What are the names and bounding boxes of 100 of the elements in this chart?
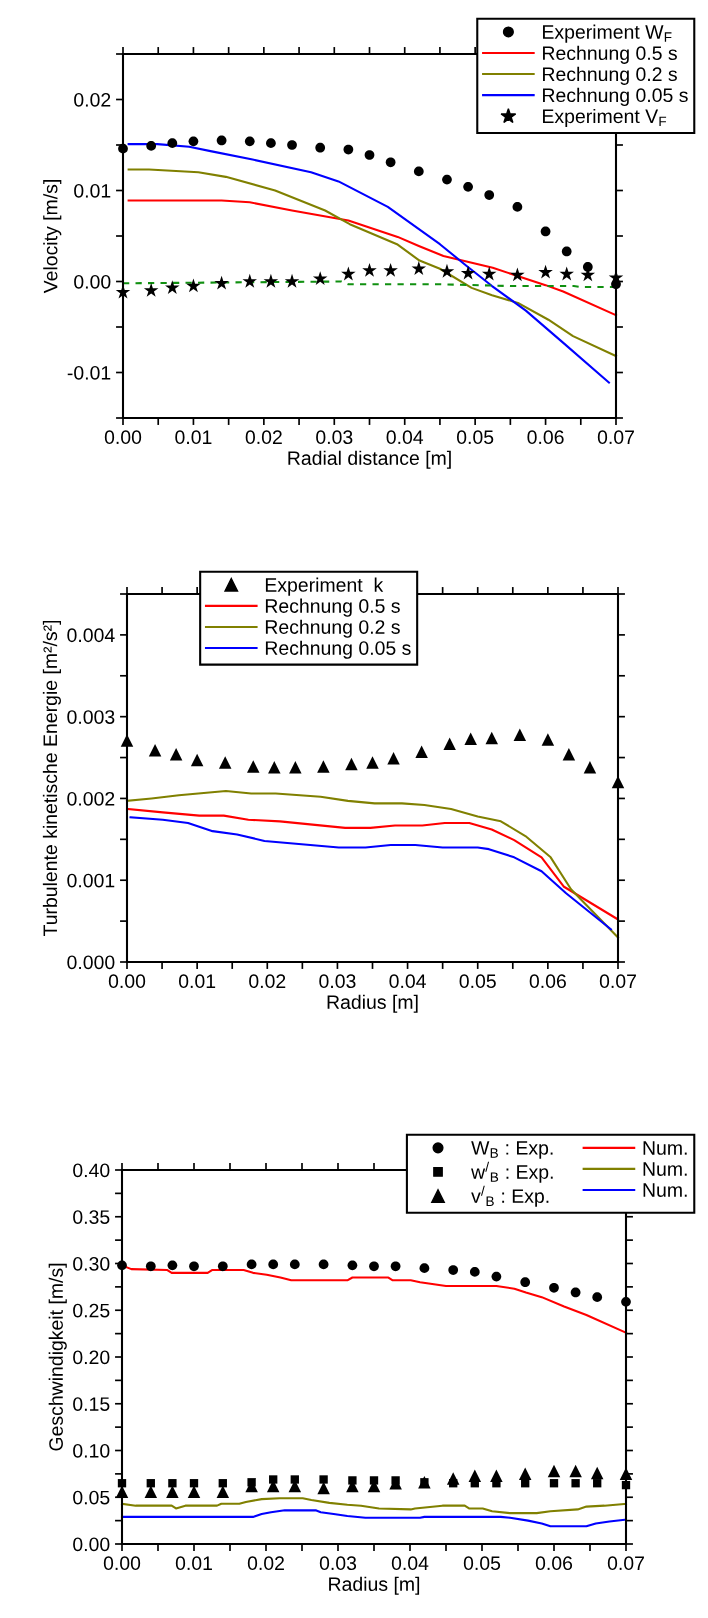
point <box>188 136 199 147</box>
point <box>362 262 377 277</box>
point <box>246 1259 257 1270</box>
point <box>582 262 593 272</box>
point <box>549 1282 559 1293</box>
legend-label: Rechnung 0.2 s <box>543 66 677 85</box>
point <box>214 275 229 290</box>
x-tick-label: 0.04 <box>391 1556 429 1571</box>
point <box>513 728 527 741</box>
point <box>317 760 330 773</box>
point <box>189 1261 199 1272</box>
y-tick-label: 0.000 <box>67 955 115 970</box>
x-tick-label: 0.05 <box>463 1556 501 1571</box>
x-tick-label: 0.05 <box>459 974 496 989</box>
point <box>383 262 398 277</box>
point <box>287 140 297 150</box>
x-tick-label: 0.06 <box>529 974 566 989</box>
point <box>366 756 379 769</box>
point <box>570 1287 581 1298</box>
point <box>120 734 134 747</box>
point <box>413 166 424 177</box>
point <box>510 267 525 282</box>
point <box>117 1479 127 1488</box>
point <box>167 138 178 149</box>
y-tick-label: 0.30 <box>73 1256 110 1271</box>
point <box>463 182 473 192</box>
legend-label: Rechnung 0.05 s <box>265 640 411 659</box>
x-tick-label: 0.07 <box>607 1556 644 1571</box>
line-series <box>127 199 618 317</box>
point <box>168 1479 177 1488</box>
point <box>547 1464 561 1478</box>
point <box>189 1479 199 1488</box>
y-tick-label: 0.10 <box>73 1443 110 1458</box>
x-tick-label: 0.01 <box>175 430 212 445</box>
x-tick-label: 0.04 <box>386 430 424 445</box>
point <box>619 1467 633 1481</box>
line-series <box>127 808 620 921</box>
legend-label: Rechnung 0.05 s <box>543 87 688 106</box>
point <box>464 732 477 745</box>
point <box>165 280 180 295</box>
y-tick-label: 0.00 <box>73 1537 110 1552</box>
x-tick-label: 0.03 <box>319 1556 357 1571</box>
x-tick-label: 0.02 <box>247 1556 284 1571</box>
point <box>143 282 159 297</box>
y-tick-label: 0.35 <box>73 1210 110 1224</box>
point <box>186 278 201 293</box>
point <box>592 1292 603 1303</box>
y-tick-label: 0.40 <box>73 1163 110 1178</box>
point <box>446 1472 460 1485</box>
point <box>312 271 328 285</box>
x-axis-title: Radius [m] <box>329 1576 420 1595</box>
point <box>571 1479 580 1488</box>
point <box>419 1263 430 1274</box>
x-tick-label: 0.05 <box>456 430 494 445</box>
point <box>621 1296 631 1307</box>
point <box>469 1267 480 1277</box>
x-tick-label: 0.01 <box>175 1556 212 1571</box>
point <box>415 745 428 759</box>
y-axis-title: Geschwindigkeit [m/s] <box>48 1263 67 1451</box>
point <box>117 1260 127 1271</box>
point <box>490 1469 503 1482</box>
y-tick-label: 0.003 <box>67 710 115 724</box>
point <box>385 157 396 168</box>
x-tick-label: 0.00 <box>103 1556 141 1571</box>
legend-label: Experiment W$_{F}$ <box>543 24 672 43</box>
legend-label: Rechnung 0.5 s <box>265 598 400 617</box>
point <box>442 174 452 185</box>
point <box>289 1259 300 1270</box>
point <box>217 1261 228 1272</box>
point <box>561 246 572 257</box>
point <box>538 264 553 279</box>
point <box>369 1261 379 1272</box>
point <box>242 273 258 288</box>
legend-label: Rechnung 0.2 s <box>265 619 400 638</box>
y-tick-label: 0.004 <box>67 628 115 643</box>
point <box>621 1480 631 1490</box>
x-tick-label: 0.06 <box>527 430 564 445</box>
point <box>583 761 597 774</box>
point <box>512 202 523 212</box>
y-tick-label: 0.002 <box>67 791 115 806</box>
y-tick-label: 0.00 <box>74 274 111 289</box>
y-tick-label: 0.05 <box>73 1490 110 1505</box>
legend-label: W$_{B}$ : Exp. <box>471 1141 553 1159</box>
point <box>218 756 232 769</box>
point <box>145 1261 156 1272</box>
point <box>439 263 455 278</box>
point <box>485 731 498 745</box>
x-tick-label: 0.07 <box>597 430 634 445</box>
point <box>247 760 260 773</box>
point <box>146 141 157 151</box>
point <box>167 1260 178 1271</box>
x-tick-label: 0.06 <box>535 1556 573 1571</box>
line-series <box>120 1497 628 1515</box>
point <box>144 1485 158 1498</box>
point <box>484 190 495 200</box>
legend-label: Experiment k <box>265 577 384 596</box>
point <box>540 226 551 237</box>
point <box>411 261 427 275</box>
x-tick-label: 0.01 <box>178 974 216 989</box>
point <box>347 1260 358 1271</box>
